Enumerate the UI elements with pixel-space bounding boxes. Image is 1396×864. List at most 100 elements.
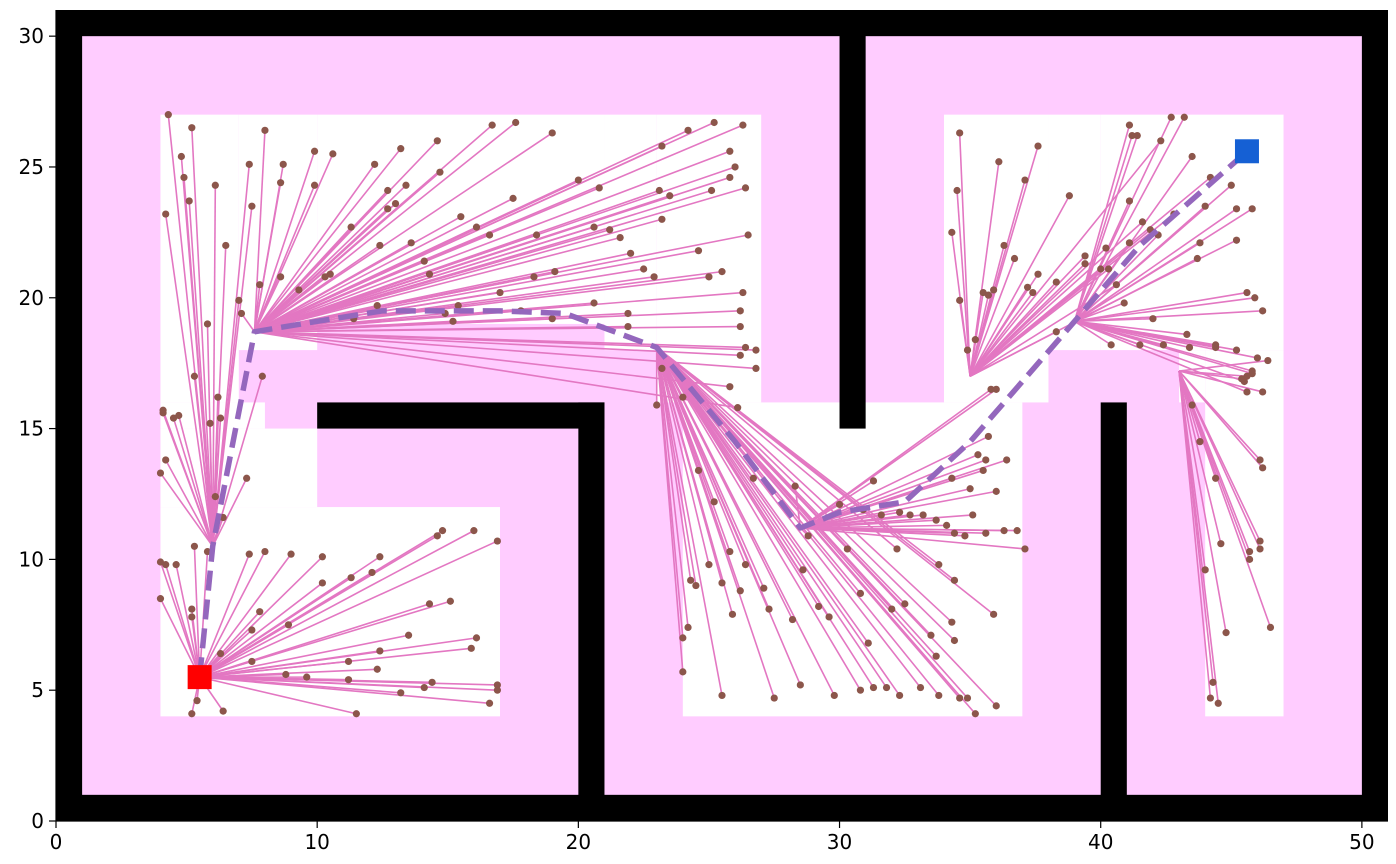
- tree-edge: [254, 236, 621, 333]
- tree-edge: [199, 540, 498, 678]
- tree-node: [640, 265, 648, 273]
- tree-node: [248, 657, 256, 666]
- tree-node: [1013, 527, 1021, 535]
- tree-edge: [253, 163, 376, 333]
- tree-edge: [199, 650, 380, 678]
- tree-node: [804, 532, 812, 540]
- tree-edge: [1074, 320, 1112, 346]
- tree-node: [888, 605, 896, 613]
- tree-edge: [211, 206, 253, 547]
- tree-node: [420, 683, 428, 692]
- tree-node: [692, 581, 700, 590]
- tree-edge: [193, 546, 201, 678]
- tree-node: [245, 160, 253, 168]
- tree-node: [344, 657, 353, 666]
- tree-node: [1125, 121, 1134, 129]
- tree-edge: [1073, 156, 1193, 322]
- tree-edge: [656, 347, 862, 691]
- tree-edge: [254, 320, 454, 333]
- tree-node: [261, 126, 269, 134]
- tree-edge: [969, 273, 1039, 377]
- tree-node: [882, 683, 891, 692]
- tree-node: [1201, 202, 1209, 210]
- tree-edge: [656, 347, 901, 696]
- tree-node: [1209, 678, 1217, 686]
- x-tick-label: 0: [50, 830, 63, 854]
- tree-node: [1256, 545, 1264, 553]
- tree-node: [650, 273, 658, 281]
- tree-node: [391, 199, 400, 208]
- tree-edge: [969, 195, 1071, 377]
- tree-node: [906, 511, 914, 519]
- tree-node: [739, 288, 747, 297]
- tree-edge: [1074, 320, 1245, 383]
- tree-node: [1029, 288, 1037, 297]
- tree-node: [869, 477, 878, 485]
- tree-edge: [1074, 320, 1187, 336]
- tree-node: [219, 707, 227, 715]
- tree-node: [1256, 456, 1264, 464]
- tree-node: [741, 184, 750, 192]
- tree-node: [726, 147, 734, 155]
- tree-node: [1232, 205, 1241, 213]
- tree-node: [318, 553, 326, 561]
- tree-node: [347, 223, 355, 231]
- tree-node: [188, 124, 196, 132]
- tree-node: [1259, 464, 1267, 472]
- tree-node: [979, 466, 987, 475]
- tree-node: [666, 192, 674, 200]
- tree-node: [963, 346, 972, 354]
- tree-edge: [254, 330, 730, 388]
- tree-node: [843, 545, 851, 553]
- tree-node: [256, 281, 264, 289]
- tree-node: [791, 482, 799, 490]
- wall-segment: [56, 794, 1388, 821]
- tree-node: [551, 268, 559, 276]
- tree-edge: [254, 187, 746, 333]
- tree-node: [679, 668, 687, 676]
- tree-node: [1259, 388, 1267, 396]
- tree-node: [1052, 278, 1060, 286]
- tree-node: [935, 691, 943, 700]
- tree-edge: [1073, 124, 1131, 322]
- tree-node: [687, 576, 695, 584]
- tree-node: [472, 223, 481, 231]
- tree-node: [436, 168, 444, 176]
- tree-edge: [254, 330, 756, 351]
- tree-node: [1180, 113, 1188, 121]
- tree-node: [344, 676, 353, 684]
- tree-node: [488, 121, 496, 129]
- tree-node: [760, 584, 768, 592]
- tree-node: [679, 393, 687, 401]
- tree-node: [624, 309, 632, 318]
- tree-node: [927, 631, 935, 639]
- tree-node: [856, 686, 865, 694]
- tree-edge: [199, 634, 409, 678]
- tree-node: [493, 686, 501, 694]
- tree-edge: [656, 347, 875, 689]
- tree-node: [736, 587, 744, 595]
- tree-edge: [254, 176, 731, 333]
- tree-node: [739, 121, 747, 129]
- tree-node: [496, 288, 504, 297]
- tree-node: [470, 527, 478, 535]
- tree-node: [1107, 341, 1115, 349]
- wall-segment: [56, 10, 1388, 37]
- tree-node: [1034, 142, 1042, 150]
- tree-edge: [253, 164, 285, 332]
- y-tick-label: 15: [19, 417, 44, 441]
- tree-node: [1188, 401, 1196, 409]
- tree-node: [172, 561, 180, 569]
- tree-node: [1243, 288, 1251, 297]
- tree-edge: [253, 184, 407, 333]
- tree-node: [1000, 241, 1008, 250]
- free-space-cell: [682, 402, 1023, 717]
- tree-node: [624, 322, 632, 331]
- tree-edge: [211, 477, 248, 547]
- tree-node: [953, 186, 961, 195]
- x-tick-label: 40: [1088, 830, 1113, 854]
- tree-node: [1081, 252, 1089, 260]
- tree-node: [626, 249, 635, 257]
- y-tick-label: 30: [19, 24, 44, 48]
